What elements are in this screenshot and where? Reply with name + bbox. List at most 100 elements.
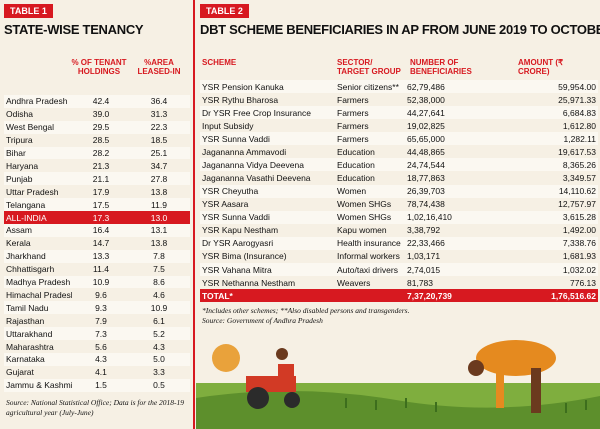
table-cell: Dr YSR Free Crop Insurance: [202, 107, 311, 118]
table-row: Jammu & Kashmir 1.5 0.5: [4, 378, 190, 392]
table-cell: Health insurance: [337, 238, 401, 249]
table-row: Gujarat 4.1 3.3: [4, 365, 190, 379]
table-row: Odisha 39.0 31.3: [4, 107, 190, 121]
cell-value: 17.3: [92, 212, 110, 223]
cell-value: 7.3: [95, 328, 107, 339]
state-name: West Bengal: [6, 122, 55, 133]
illustration: [196, 340, 600, 429]
cell-value: 7.8: [153, 251, 165, 262]
table-cell: Women SHGs: [337, 199, 392, 210]
table-row: Uttarakhand 7.3 5.2: [4, 327, 190, 341]
table-row: Jagananna Vidya Deevena Education 24,74,54…: [200, 158, 598, 172]
table-cell: Farmers: [337, 94, 369, 105]
cell-value: 11.9: [151, 199, 167, 210]
table-cell: 7,338.76: [562, 238, 596, 249]
state-name: Karnataka: [6, 354, 45, 365]
cell-value: 29.5: [92, 122, 110, 133]
cell-value: 8.6: [153, 277, 165, 288]
cell-value: 27.8: [150, 173, 168, 184]
state-name: Odisha: [6, 109, 33, 120]
state-name: ALL-INDIA: [6, 212, 47, 223]
total-row: TOTAL* 7,37,20,739 1,76,516.62: [200, 289, 598, 303]
cell-value: 28.2: [92, 148, 110, 159]
cell-value: 16.4: [92, 225, 110, 236]
column-header: SECTOR/ TARGET GROUP: [337, 58, 401, 76]
table-cell: Education: [337, 173, 375, 184]
state-name: Jharkhand: [6, 251, 46, 262]
sun: [212, 344, 240, 372]
cell-value: 13.0: [150, 212, 168, 223]
state-name: Haryana: [6, 160, 39, 171]
state-name: Telangana: [6, 199, 46, 210]
table-cell: Kapu women: [337, 225, 387, 236]
table-cell: Senior citizens**: [337, 81, 399, 92]
table-cell: 1,282.11: [563, 133, 596, 144]
table-cell: YSR Sunna Vaddi: [202, 133, 270, 144]
cell-value: 13.8: [150, 238, 168, 249]
table-cell: Farmers: [337, 120, 369, 131]
table-cell: 19,02,825: [407, 120, 445, 131]
table-row: YSR Pension Kanuka Senior citizens** 62,79…: [200, 80, 598, 94]
cell-value: 36.4: [150, 96, 168, 107]
cell-value: 0.5: [153, 380, 165, 391]
table-cell: YSR Rythu Bharosa: [202, 94, 279, 105]
cell-value: 4.6: [153, 289, 165, 300]
seedlings: [345, 398, 587, 413]
source-note: Source: Government of Andhra Pradesh: [202, 316, 323, 325]
column-header: NUMBER OF BENEFICIARIES: [410, 58, 472, 76]
table-cell: 1,492.00: [562, 225, 596, 236]
cell-value: 42.4: [92, 96, 110, 107]
table-row: YSR Bima (Insurance) Informal workers 1,03…: [200, 249, 598, 263]
state-name: Bihar: [6, 148, 26, 159]
cell-value: 1.5: [95, 380, 107, 391]
state-name: Madhya Pradesh: [6, 277, 71, 288]
state-name: Rajasthan: [6, 315, 45, 326]
column-header: SCHEME: [202, 58, 237, 67]
table-cell: 52,38,000: [407, 94, 445, 105]
table-cell: 776.13: [570, 277, 596, 288]
state-name: Uttarakhand: [6, 328, 53, 339]
cell-value: 13.8: [150, 186, 168, 197]
cell-value: 25.1: [150, 148, 168, 159]
table-cell: YSR Pension Kanuka: [202, 81, 284, 92]
cell-value: 18.5: [150, 135, 168, 146]
table-row: Dr YSR Free Crop Insurance Farmers 44,27,6…: [200, 106, 598, 120]
table-row: Dr YSR Aarogyasri Health insurance 22,33,4…: [200, 236, 598, 250]
table-cell: 1,612.80: [562, 120, 596, 131]
cell-value: 28.5: [92, 135, 110, 146]
table-row: Punjab 21.1 27.8: [4, 172, 190, 186]
cell-value: 5.0: [153, 354, 165, 365]
table-row: West Bengal 29.5 22.3: [4, 120, 190, 134]
table-cell: Women: [337, 186, 367, 197]
table-cell: 26,39,703: [407, 186, 445, 197]
cell-value: 7.9: [95, 315, 107, 326]
table-row: YSR Sunna Vaddi Women SHGs 1,02,16,410 3,61…: [200, 210, 598, 224]
table-row: YSR Sunna Vaddi Farmers 65,65,000 1,282.11: [200, 132, 598, 146]
table-cell: 81,783: [407, 277, 433, 288]
table-cell: YSR Nethanna Nestham: [202, 277, 296, 288]
cell-value: 9.6: [95, 289, 107, 300]
cell-value: 14.7: [92, 238, 110, 249]
farmer: [468, 340, 556, 413]
table-row: Haryana 21.3 34.7: [4, 159, 190, 173]
state-name: Gujarat: [6, 367, 34, 378]
table-cell: Jagananna Vasathi Deevena: [202, 173, 311, 184]
cell-value: 34.7: [150, 160, 168, 171]
table-row: YSR Nethanna Nestham Weavers 81,783 776.13: [200, 276, 598, 290]
column-header: AMOUNT (₹ CRORE): [518, 58, 564, 76]
total-beneficiaries: 7,37,20,739: [407, 290, 452, 301]
table-row: Telangana 17.5 11.9: [4, 198, 190, 212]
table-badge: TABLE 1: [4, 4, 53, 18]
table-cell: 8,365.26: [562, 159, 596, 170]
table-cell: Jagananna Vidya Deevena: [202, 159, 304, 170]
table-cell: 3,349.57: [562, 173, 596, 184]
table-cell: 22,33,466: [407, 238, 445, 249]
state-name: Tripura: [6, 135, 33, 146]
table-row: Madhya Pradesh 10.9 8.6: [4, 275, 190, 289]
table-cell: 65,65,000: [407, 133, 445, 144]
tractor: [246, 348, 300, 409]
table-cell: YSR Kapu Nestham: [202, 225, 279, 236]
table-cell: 1,02,16,410: [407, 212, 452, 223]
table-row: YSR Kapu Nestham Kapu women 3,38,792 1,492.…: [200, 223, 598, 237]
table-cell: 1,032.02: [562, 264, 596, 275]
